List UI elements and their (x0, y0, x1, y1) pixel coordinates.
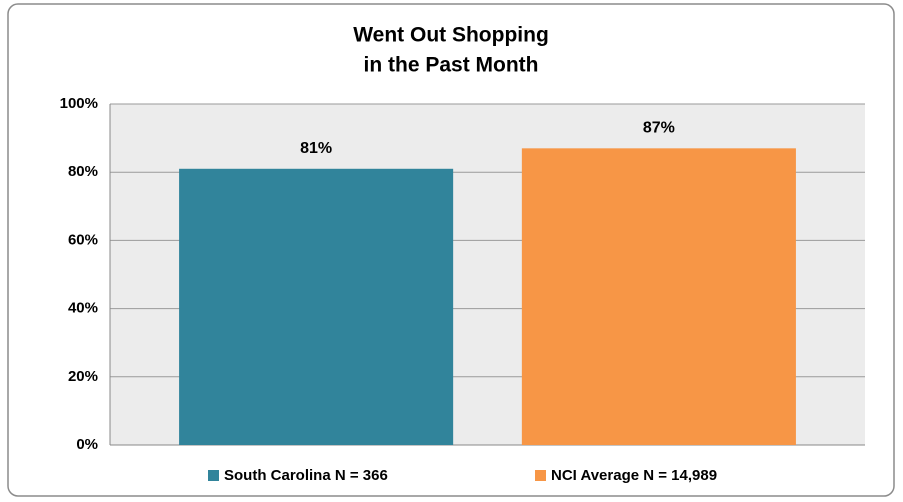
y-tick-label: 80% (68, 163, 98, 180)
chart-title: Went Out Shopping (353, 24, 549, 47)
bar (179, 168, 454, 446)
legend-label: NCI Average N = 14,989 (551, 467, 717, 484)
y-tick-label: 40% (68, 300, 98, 317)
legend-swatch (208, 470, 219, 481)
legend-label: South Carolina N = 366 (224, 467, 388, 484)
y-tick-label: 20% (68, 368, 98, 385)
chart-title: in the Past Month (364, 54, 539, 77)
bar (521, 148, 796, 445)
y-tick-label: 100% (60, 95, 98, 112)
value-label: 87% (643, 120, 675, 137)
y-tick-label: 0% (76, 436, 98, 453)
legend-swatch (535, 470, 546, 481)
value-label: 81% (300, 140, 332, 157)
y-tick-label: 60% (68, 231, 98, 248)
